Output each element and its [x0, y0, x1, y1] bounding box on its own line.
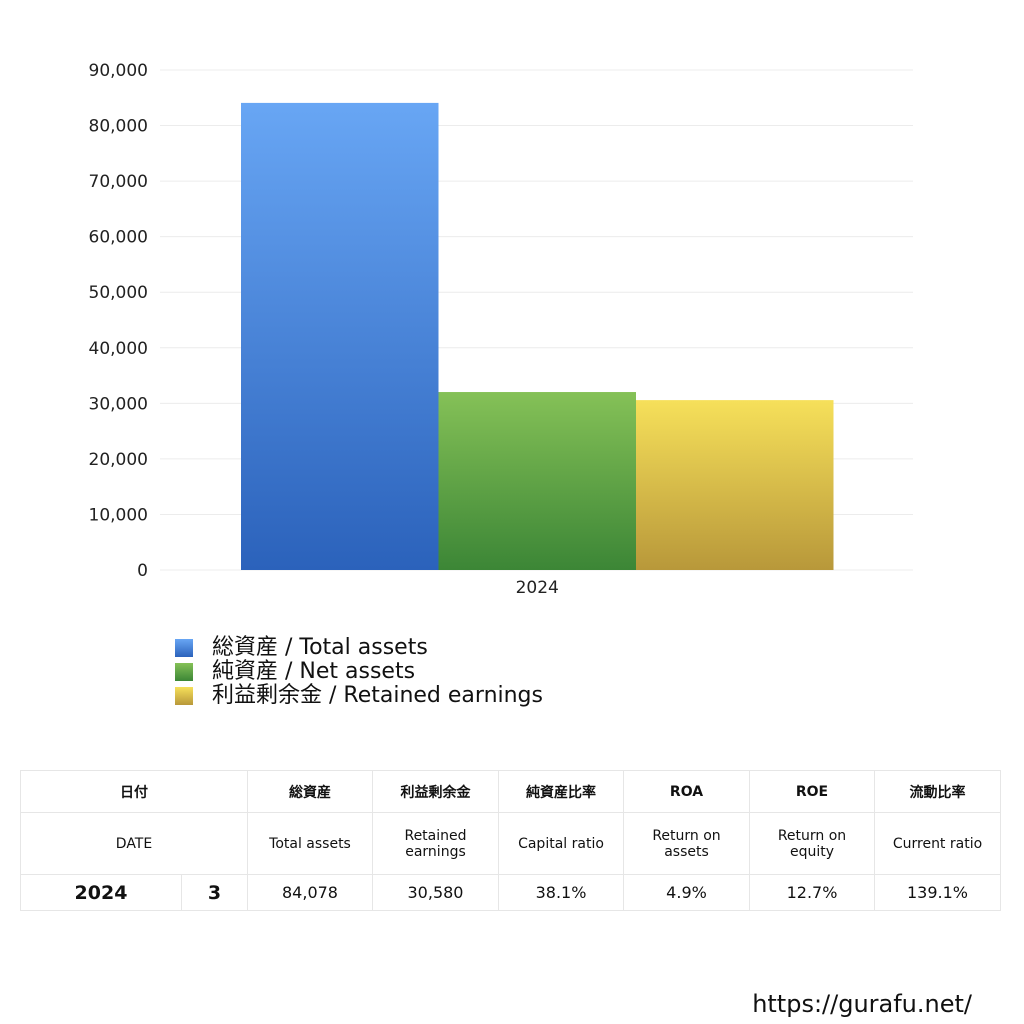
x-tick-label: 2024: [516, 578, 559, 598]
header-cell: 日付: [20, 770, 248, 813]
header-cell: 利益剰余金: [372, 770, 499, 813]
legend-item-net-assets: 純資産 / Net assets: [175, 660, 543, 684]
legend-item-total-assets: 総資産 / Total assets: [175, 636, 543, 660]
y-tick-label: 40,000: [89, 339, 148, 359]
header-cell: Return on assets: [623, 812, 750, 875]
y-tick-label: 70,000: [89, 172, 148, 192]
y-tick-label: 50,000: [89, 283, 148, 303]
legend-item-retained-earnings: 利益剰余金 / Retained earnings: [175, 684, 543, 708]
header-cell: 流動比率: [874, 770, 1001, 813]
bar: [241, 102, 439, 571]
legend-swatch: [175, 663, 193, 681]
bar-chart: 0 10,000 20,000 30,000 40,000 50,000 60,000 70,…: [89, 61, 913, 598]
y-tick-label: 60,000: [89, 228, 148, 248]
header-row-en: DATE Total assets Retained earnings Capi…: [20, 812, 1001, 875]
header-cell: Current ratio: [874, 812, 1001, 875]
site-url[interactable]: https://gurafu.net/: [752, 990, 972, 1018]
cell-capital-ratio: 38.1%: [498, 874, 624, 911]
y-tick-label: 90,000: [89, 61, 148, 81]
legend-label: 総資産 / Total assets: [212, 635, 428, 660]
header-cell: Return on equity: [749, 812, 875, 875]
bar: [636, 400, 834, 570]
legend-swatch: [175, 687, 193, 705]
bar: [438, 392, 636, 570]
y-tick-label: 80,000: [89, 117, 148, 137]
cell-roe: 12.7%: [749, 874, 875, 911]
header-cell: 純資産比率: [498, 770, 624, 813]
header-cell: Total assets: [247, 812, 373, 875]
cell-year: 2024: [20, 874, 182, 911]
header-cell: DATE: [20, 812, 248, 875]
financial-table: 日付 総資産 利益剰余金 純資産比率 ROA ROE 流動比率 DATE Tot…: [20, 770, 1001, 911]
legend-label: 純資産 / Net assets: [212, 659, 416, 684]
cell-total-assets: 84,078: [247, 874, 373, 911]
y-tick-label: 20,000: [89, 450, 148, 470]
header-cell: Capital ratio: [498, 812, 624, 875]
legend-swatch: [175, 639, 193, 657]
y-tick-label: 10,000: [89, 505, 148, 525]
header-cell: ROA: [623, 770, 750, 813]
y-tick-label: 0: [137, 561, 148, 581]
header-cell: 総資産: [247, 770, 373, 813]
cell-roa: 4.9%: [623, 874, 750, 911]
y-tick-label: 30,000: [89, 394, 148, 414]
header-cell: Retained earnings: [372, 812, 499, 875]
legend-label: 利益剰余金 / Retained earnings: [212, 683, 543, 708]
legend: 総資産 / Total assets 純資産 / Net assets 利益剰余…: [175, 636, 543, 708]
header-row-jp: 日付 総資産 利益剰余金 純資産比率 ROA ROE 流動比率: [20, 770, 1001, 813]
table-row: 2024 3 84,078 30,580 38.1% 4.9% 12.7% 13…: [20, 874, 1001, 911]
cell-retained-earnings: 30,580: [372, 874, 499, 911]
cell-current-ratio: 139.1%: [874, 874, 1001, 911]
header-cell: ROE: [749, 770, 875, 813]
cell-month: 3: [181, 874, 248, 911]
